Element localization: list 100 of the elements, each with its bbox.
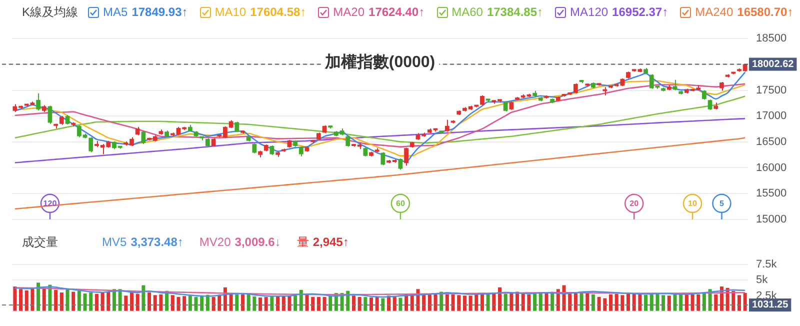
bar bbox=[392, 296, 396, 311]
bar bbox=[714, 294, 718, 311]
bar bbox=[369, 297, 373, 311]
bar bbox=[737, 295, 741, 311]
legend-label: MA120 16952.37↑ bbox=[570, 5, 668, 19]
bar bbox=[36, 282, 40, 311]
bar bbox=[702, 294, 706, 311]
bar bbox=[574, 292, 578, 311]
bar bbox=[690, 294, 694, 311]
legend-label: MA10 17604.58↑ bbox=[214, 5, 306, 19]
bar bbox=[94, 294, 98, 311]
bar bbox=[586, 293, 590, 311]
bar bbox=[159, 294, 163, 311]
bar bbox=[246, 294, 250, 311]
candlestick bbox=[276, 151, 280, 158]
bar bbox=[240, 294, 244, 311]
bar bbox=[457, 295, 461, 311]
y-tick-label: 17000 bbox=[756, 110, 787, 122]
bar bbox=[538, 293, 542, 311]
bar bbox=[486, 294, 490, 311]
bar bbox=[516, 292, 520, 311]
bar bbox=[603, 298, 607, 311]
bar bbox=[170, 295, 174, 311]
bar bbox=[510, 292, 514, 311]
bar bbox=[316, 296, 320, 311]
bar bbox=[328, 296, 332, 311]
bar bbox=[218, 296, 222, 311]
y-tick-label: 7.5k bbox=[756, 258, 778, 271]
annotation: 20 bbox=[630, 199, 640, 208]
bar bbox=[398, 298, 402, 311]
bar bbox=[468, 296, 472, 311]
line-series bbox=[14, 287, 746, 296]
bar bbox=[591, 294, 595, 311]
bar bbox=[19, 289, 23, 311]
legend-label: MA20 17624.40↑ bbox=[333, 5, 425, 19]
bar bbox=[112, 289, 116, 311]
bar bbox=[673, 294, 677, 311]
bar bbox=[597, 296, 601, 311]
bar bbox=[684, 294, 688, 311]
bar bbox=[644, 294, 648, 311]
annotation: 10 bbox=[688, 199, 698, 208]
bar bbox=[118, 289, 122, 311]
ref-line-label: 1031.25 bbox=[752, 300, 789, 311]
bar bbox=[212, 296, 216, 311]
bar bbox=[544, 293, 548, 311]
candlestick bbox=[310, 140, 316, 144]
bar bbox=[434, 294, 438, 311]
bar bbox=[352, 296, 356, 311]
text: MV20 3,009.6↓ bbox=[199, 235, 281, 249]
y-tick-label: 15500 bbox=[756, 188, 787, 200]
text: MV5 3,373.48↑ bbox=[102, 235, 184, 249]
bar bbox=[504, 294, 508, 311]
bar bbox=[608, 294, 612, 311]
bar bbox=[480, 294, 484, 311]
bar bbox=[66, 289, 70, 311]
line-series bbox=[14, 118, 746, 164]
bar bbox=[614, 294, 618, 311]
bar bbox=[136, 294, 140, 311]
bar bbox=[550, 292, 554, 311]
bar bbox=[656, 294, 660, 311]
bar bbox=[89, 292, 93, 311]
bar bbox=[77, 290, 81, 311]
bar bbox=[182, 296, 186, 311]
bar bbox=[650, 294, 654, 311]
bar bbox=[200, 296, 204, 311]
bar bbox=[375, 296, 379, 311]
bar bbox=[188, 296, 192, 311]
bar bbox=[130, 292, 134, 311]
bar bbox=[60, 292, 64, 311]
bar bbox=[100, 292, 104, 311]
ref-line-label: 18002.62 bbox=[752, 59, 794, 70]
bar bbox=[54, 290, 58, 311]
line-series bbox=[14, 286, 746, 298]
y-tick-label: 17500 bbox=[756, 84, 787, 96]
bar bbox=[13, 286, 17, 311]
bar bbox=[264, 296, 268, 311]
bar bbox=[176, 296, 180, 311]
bar bbox=[533, 294, 537, 311]
legend-label: MA60 17384.85↑ bbox=[452, 5, 544, 19]
candlestick bbox=[328, 125, 333, 129]
bar bbox=[124, 296, 128, 311]
legend-title: 成交量 bbox=[22, 234, 59, 250]
bar bbox=[422, 294, 426, 311]
legend-label: MA5 17849.93↑ bbox=[103, 5, 188, 19]
bar bbox=[322, 296, 326, 311]
y-tick-label: 16500 bbox=[756, 136, 787, 148]
bar bbox=[270, 296, 274, 311]
line-series bbox=[14, 96, 746, 144]
bar bbox=[294, 295, 298, 311]
bar bbox=[229, 294, 233, 311]
bar bbox=[24, 290, 28, 311]
bar bbox=[445, 294, 449, 311]
bar bbox=[106, 292, 110, 311]
bar bbox=[667, 296, 671, 311]
bar bbox=[299, 290, 303, 311]
text: 量 2,945↑ bbox=[296, 234, 349, 250]
line-series bbox=[14, 83, 746, 148]
legend-label: MA240 16580.70↑ bbox=[695, 5, 794, 19]
bar bbox=[72, 292, 76, 311]
annotation: 5 bbox=[719, 199, 724, 208]
